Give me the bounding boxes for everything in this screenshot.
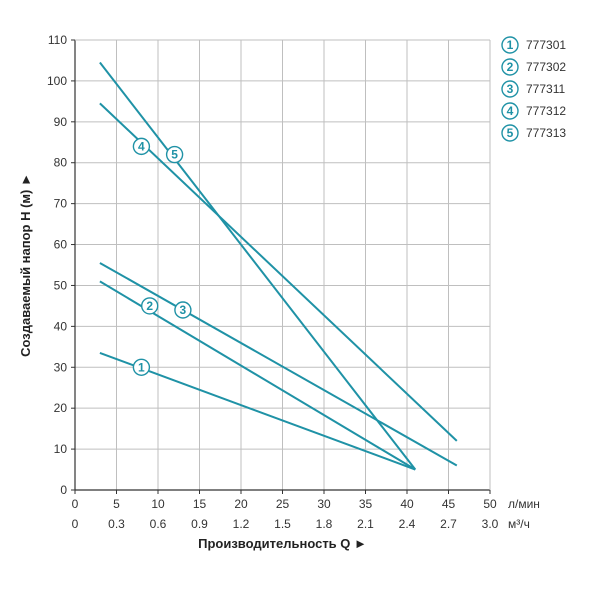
x-tick-m3h: 0 xyxy=(72,517,79,531)
y-tick-label: 50 xyxy=(54,278,68,292)
legend-marker-num-1: 1 xyxy=(507,38,514,52)
x-tick-m3h: 2.1 xyxy=(357,517,374,531)
y-tick-label: 20 xyxy=(54,401,68,415)
x-tick-m3h: 0.9 xyxy=(191,517,208,531)
y-tick-label: 0 xyxy=(60,483,67,497)
y-tick-label: 60 xyxy=(54,238,68,252)
legend-marker-num-4: 4 xyxy=(507,104,514,118)
x-tick-lmin: 45 xyxy=(442,497,456,511)
legend-marker-num-2: 2 xyxy=(507,60,514,74)
pump-performance-chart: 0102030405060708090100110051015202530354… xyxy=(0,0,600,600)
series-marker-label-4: 4 xyxy=(138,139,145,153)
y-tick-label: 30 xyxy=(54,360,68,374)
y-tick-label: 110 xyxy=(48,33,67,47)
legend-label-2: 777302 xyxy=(526,60,566,74)
series-marker-label-1: 1 xyxy=(138,360,145,374)
x-tick-m3h: 2.4 xyxy=(399,517,416,531)
x-tick-lmin: 25 xyxy=(276,497,290,511)
y-tick-label: 100 xyxy=(47,74,67,88)
x-tick-lmin: 50 xyxy=(483,497,497,511)
y-tick-label: 80 xyxy=(54,156,68,170)
x-tick-lmin: 20 xyxy=(234,497,248,511)
x-tick-m3h: 2.7 xyxy=(440,517,457,531)
x-tick-lmin: 40 xyxy=(400,497,414,511)
legend-label-4: 777312 xyxy=(526,104,566,118)
unit-lmin: л/мин xyxy=(508,497,540,511)
x-tick-lmin: 10 xyxy=(151,497,165,511)
series-marker-label-2: 2 xyxy=(146,299,153,313)
chart-svg: 0102030405060708090100110051015202530354… xyxy=(0,0,600,600)
x-tick-lmin: 5 xyxy=(113,497,120,511)
x-tick-lmin: 15 xyxy=(193,497,207,511)
y-tick-label: 10 xyxy=(54,442,68,456)
x-axis-title: Производительность Q ► xyxy=(198,536,367,551)
y-tick-label: 90 xyxy=(54,115,68,129)
x-tick-lmin: 35 xyxy=(359,497,373,511)
series-marker-label-5: 5 xyxy=(171,148,178,162)
legend-marker-num-3: 3 xyxy=(507,82,514,96)
legend-label-1: 777301 xyxy=(526,38,566,52)
unit-m3h: м³/ч xyxy=(508,517,530,531)
x-tick-m3h: 3.0 xyxy=(482,517,499,531)
x-tick-m3h: 0.3 xyxy=(108,517,125,531)
x-tick-m3h: 0.6 xyxy=(150,517,167,531)
legend-marker-num-5: 5 xyxy=(507,126,514,140)
legend-label-3: 777311 xyxy=(526,82,565,96)
series-marker-label-3: 3 xyxy=(180,303,187,317)
x-tick-m3h: 1.2 xyxy=(233,517,250,531)
y-axis-title: Создаваемый напор H (м) ► xyxy=(18,173,33,357)
y-tick-label: 40 xyxy=(54,319,68,333)
legend-label-5: 777313 xyxy=(526,126,566,140)
y-tick-label: 70 xyxy=(54,197,68,211)
x-tick-m3h: 1.5 xyxy=(274,517,291,531)
x-tick-lmin: 30 xyxy=(317,497,331,511)
x-tick-lmin: 0 xyxy=(72,497,79,511)
x-tick-m3h: 1.8 xyxy=(316,517,333,531)
